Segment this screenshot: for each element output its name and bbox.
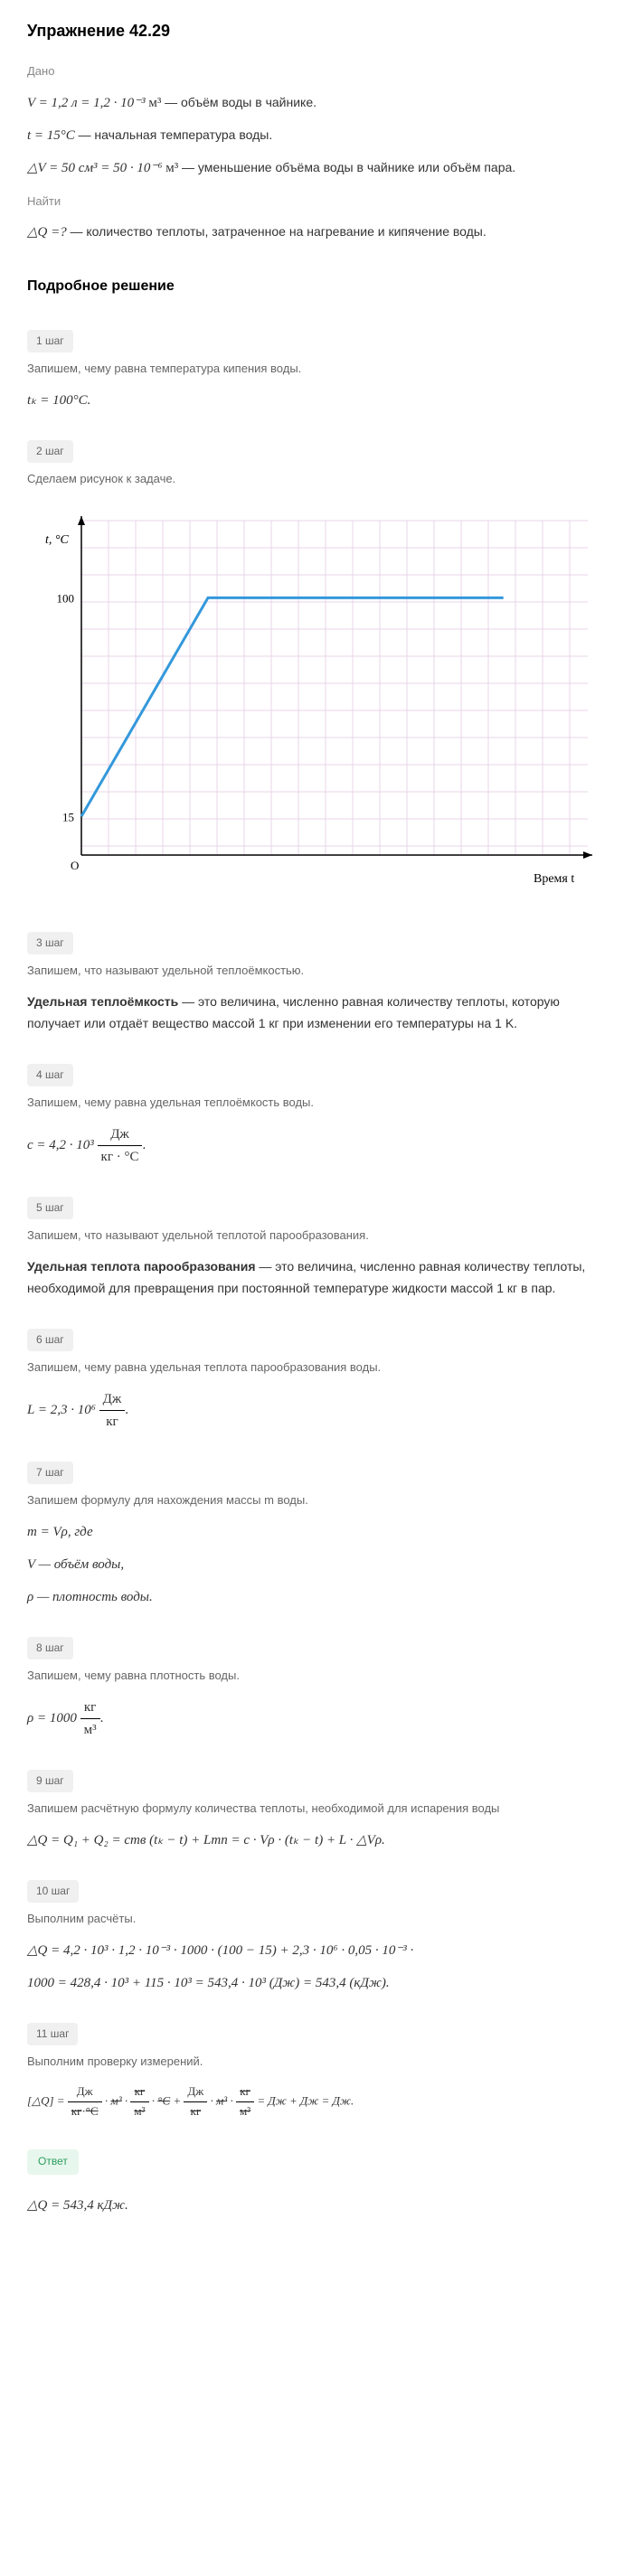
description: — уменьшение объёма воды в чайнике или о… [182,160,515,174]
step-4-formula: c = 4,2 · 10³ Дж кг · °C . [27,1123,606,1168]
exercise-title: Упражнение 42.29 [27,18,606,44]
formula-suffix: . [125,1403,128,1417]
step-3-text: Запишем, что называют удельной теплоёмко… [27,962,606,981]
description: — начальная температура воды. [79,127,273,142]
definition-term: Удельная теплота парообразования [27,1259,256,1274]
svg-text:15: 15 [62,810,74,823]
step-10-text: Выполним расчёты. [27,1910,606,1929]
unit: м³ [148,96,161,110]
answer-formula: △Q = 543,4 кДж. [27,2195,606,2216]
step-8-badge: 8 шаг [27,1637,73,1659]
step-5-text: Запишем, что называют удельной теплотой … [27,1227,606,1246]
formula-text: △Q = 4,2 · 10³ · 1,2 · 10⁻³ · 1000 · (10… [27,1943,413,1958]
step-10-formula-2: 1000 = 428,4 · 10³ + 115 · 10³ = 543,4 ·… [27,1972,606,1994]
answer-label: Ответ [27,2149,79,2174]
step-4-text: Запишем, чему равна удельная теплоёмкост… [27,1094,606,1113]
step-8-formula: ρ = 1000 кг м³ . [27,1697,606,1741]
step-7-rho-desc: ρ — плотность воды. [27,1586,606,1608]
svg-text:100: 100 [57,591,75,605]
step-7-badge: 7 шаг [27,1462,73,1484]
given-temperature: t = 15°C — начальная температура воды. [27,125,606,146]
formula-suffix: . [142,1138,146,1152]
formula-text: △Q =? [27,225,67,240]
step-9-text: Запишем расчётную формулу количества теп… [27,1800,606,1819]
step-2-text: Сделаем рисунок к задаче. [27,470,606,489]
find-label: Найти [27,193,606,212]
step-1-text: Запишем, чему равна температура кипения … [27,360,606,379]
step-9-formula: △Q = Q₁ + Q₂ = cmв (tₖ − t) + Lmп = c · … [27,1829,606,1851]
step-11-text: Выполним проверку измерений. [27,2053,606,2072]
step-4-badge: 4 шаг [27,1064,73,1086]
step-11-formula: [△Q] = Джкг·°C · м³ · кгм³ · °C + Джкг ·… [27,2082,606,2121]
step-6-formula: L = 2,3 · 10⁶ Дж кг . [27,1388,606,1433]
formula-text: V = 1,2 л = 1,2 · 10⁻³ [27,96,146,110]
formula-prefix: ρ = 1000 [27,1711,77,1725]
step-1-badge: 1 шаг [27,330,73,353]
find-line: △Q =? — количество теплоты, затраченное … [27,221,606,243]
fraction: кг м³ [80,1697,100,1741]
description: — количество теплоты, затраченное на наг… [71,224,487,239]
step-1-formula: tₖ = 100°C. [27,390,606,411]
denominator: кг [99,1411,126,1433]
numerator: Дж [99,1388,126,1411]
formula-prefix: L = 2,3 · 10⁶ [27,1403,96,1417]
step-7-formula: m = Vρ, где [27,1521,606,1543]
description: — объём воды в чайнике. [165,95,316,109]
formula-suffix: . [100,1711,104,1725]
formula-text: △Q = 543,4 кДж. [27,2198,128,2213]
numerator: Дж [98,1123,143,1146]
svg-text:t, °C: t, °C [45,533,69,547]
formula-text: V — объём воды, [27,1557,124,1572]
denominator: м³ [80,1719,100,1741]
formula-text: t = 15°C [27,128,75,143]
step-9-badge: 9 шаг [27,1770,73,1792]
svg-text:O: O [71,859,79,872]
temperature-chart: 15 100 Ot, °C Время t [27,503,606,900]
step-3-badge: 3 шаг [27,932,73,954]
step-7-text: Запишем формулу для нахождения массы m в… [27,1491,606,1510]
formula-text: ρ — плотность воды. [27,1590,153,1604]
denominator: кг · °C [98,1146,143,1168]
given-label: Дано [27,62,606,81]
step-3-definition: Удельная теплоёмкость — это величина, чи… [27,992,606,1035]
step-5-definition: Удельная теплота парообразования — это в… [27,1256,606,1300]
step-6-text: Запишем, чему равна удельная теплота пар… [27,1359,606,1377]
step-10-badge: 10 шаг [27,1880,79,1903]
formula-text: 1000 = 428,4 · 10³ + 115 · 10³ = 543,4 ·… [27,1976,390,1990]
step-8-text: Запишем, чему равна плотность воды. [27,1667,606,1686]
step-7-v-desc: V — объём воды, [27,1554,606,1575]
definition-term: Удельная теплоёмкость [27,994,178,1009]
unit: м³ [165,161,178,175]
formula-text: △Q = Q₁ + Q₂ = cmв (tₖ − t) + Lmп = c · … [27,1833,385,1847]
step-11-badge: 11 шаг [27,2023,78,2045]
fraction: Дж кг [99,1388,126,1433]
formula-text: tₖ = 100°C. [27,393,90,408]
step-2-badge: 2 шаг [27,440,73,463]
formula-text: m = Vρ, где [27,1525,93,1539]
step-6-badge: 6 шаг [27,1329,73,1351]
step-10-formula-1: △Q = 4,2 · 10³ · 1,2 · 10⁻³ · 1000 · (10… [27,1940,606,1961]
chart-svg: 15 100 Ot, °C Время t [27,503,606,900]
svg-text:Время t: Время t [534,872,574,886]
formula-text: △V = 50 см³ = 50 · 10⁻⁶ [27,161,163,175]
step-5-badge: 5 шаг [27,1197,73,1219]
fraction: Дж кг · °C [98,1123,143,1168]
given-delta-volume: △V = 50 см³ = 50 · 10⁻⁶ м³ — уменьшение … [27,157,606,179]
solution-title: Подробное решение [27,275,606,298]
formula-prefix: c = 4,2 · 10³ [27,1138,94,1152]
given-volume: V = 1,2 л = 1,2 · 10⁻³ м³ — объём воды в… [27,92,606,114]
numerator: кг [80,1697,100,1719]
